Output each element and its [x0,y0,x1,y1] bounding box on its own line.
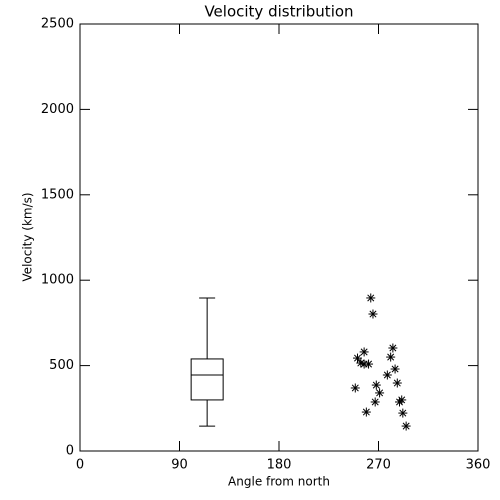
point [364,359,374,369]
point-stroke [365,360,373,368]
point [368,309,378,319]
point-stroke [391,365,399,373]
point-stroke [387,353,395,361]
box [190,358,224,401]
point-stroke [351,384,359,392]
point [361,407,371,417]
y-tick-label: 0 [66,444,74,459]
y-axis-label: Velocity (km/s) [21,192,35,281]
y-tick-label: 1000 [41,273,74,288]
point [390,364,400,374]
point [392,378,402,388]
point-stroke [367,294,375,302]
point-stroke [389,344,397,352]
point-stroke [362,408,370,416]
x-tick-label: 180 [267,458,292,473]
point [375,388,385,398]
chart-title: Velocity distribution [204,3,353,21]
point [366,293,376,303]
point-stroke [402,422,410,430]
plot-frame [79,23,479,452]
point [382,370,392,380]
point-stroke [371,398,379,406]
point-stroke [369,310,377,318]
point [398,408,408,418]
point [388,343,398,353]
y-tick-label: 2500 [41,17,74,32]
x-axis-label: Angle from north [228,475,330,489]
y-tick-label: 2000 [41,102,74,117]
y-tick-label: 1500 [41,187,74,202]
point [371,380,381,390]
point-stroke [357,359,365,367]
point-stroke [393,379,401,387]
point-stroke [376,389,384,397]
x-tick-label: 270 [366,458,391,473]
point [401,421,411,431]
point-stroke [383,371,391,379]
point [350,383,360,393]
point [370,397,380,407]
point-stroke [353,354,361,362]
point [352,353,362,363]
point [395,397,405,407]
point-stroke [396,398,404,406]
point [386,352,396,362]
x-tick-label: 90 [171,458,188,473]
point-stroke [399,409,407,417]
x-tick-label: 360 [466,458,491,473]
point [359,347,369,357]
point-stroke [360,348,368,356]
point-stroke [372,381,380,389]
y-tick-label: 500 [49,358,74,373]
x-tick-label: 0 [76,458,84,473]
